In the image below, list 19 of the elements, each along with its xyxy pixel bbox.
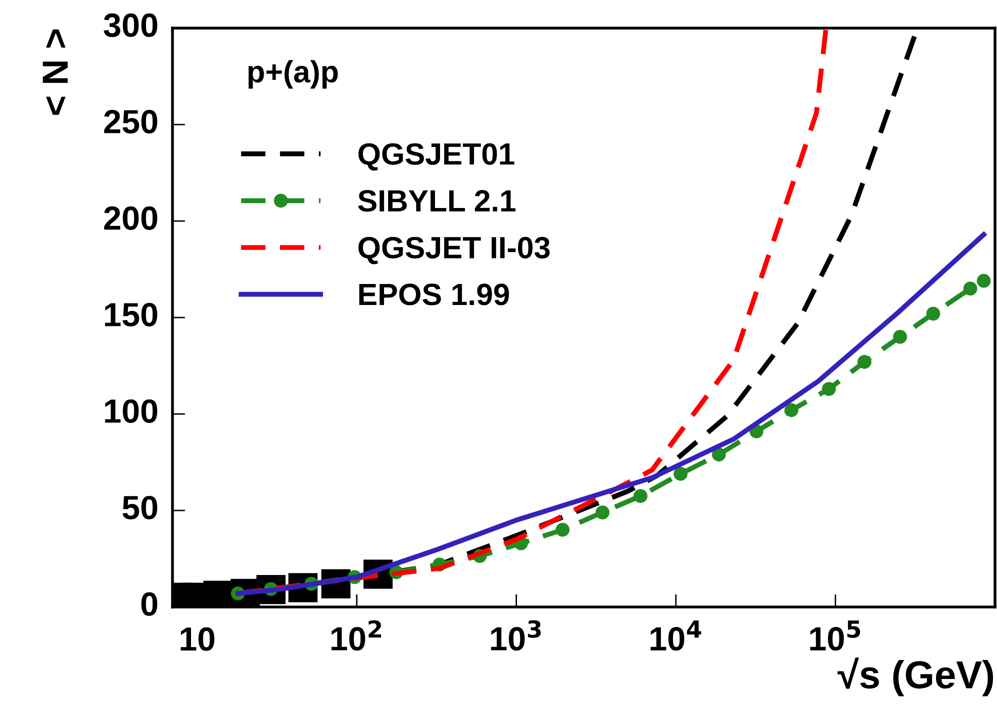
y-tick-label: 200 [104,206,158,230]
y-tick-label: 0 [141,592,158,616]
y-tick-label: 250 [104,110,158,134]
x-axis-title: √s (GeV) [838,657,994,696]
x-tick-label: 10$^{5}$ [810,620,860,651]
y-tick-label: 300 [104,13,158,38]
annotation: p+(a)p [248,60,338,89]
y-tick-label: 50 [122,496,158,520]
y-tick-label: 150 [105,302,158,326]
y-tick-label: 100 [105,399,158,423]
x-tick-label: 10$^{3}$ [491,620,541,651]
x-tick-label: 10$^{4}$ [650,620,702,651]
legend-label: EPOS 1.99 [359,284,509,306]
legend-label: SIBYLL 2.1 [358,190,516,212]
y-axis-title: < N > [42,30,68,115]
legend-label: QGSJET01 [358,143,514,171]
legend-label: QGSJET II-03 [358,236,550,264]
x-tick-label: 10 [180,627,214,651]
x-tick-label: 10$^{2}$ [332,620,382,651]
